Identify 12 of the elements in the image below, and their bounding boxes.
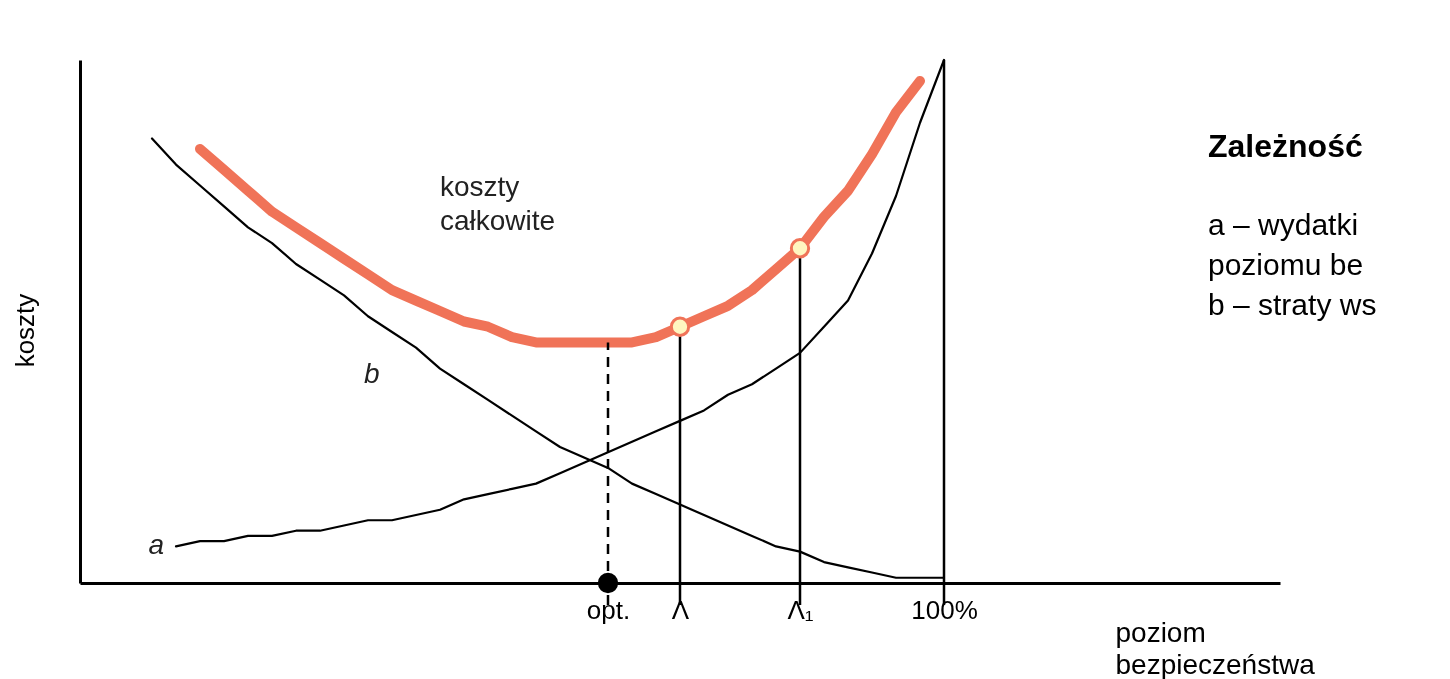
text: koszty całkowite: [440, 171, 556, 237]
annotation: b – straty ws: [1208, 287, 1377, 323]
text: Zależność: [1208, 128, 1364, 165]
series-label: b: [364, 358, 380, 390]
x-tick-label: Λ₁: [787, 594, 814, 625]
x-axis-title: poziom bezpieczeństwa: [1115, 616, 1316, 679]
x-tick-label: opt.: [586, 594, 631, 625]
annotation: a – wydatki: [1208, 207, 1360, 243]
annotation: poziomu be: [1208, 247, 1365, 283]
y-axis-title: koszty: [9, 293, 40, 368]
series-label: a: [148, 529, 164, 561]
x-tick-label: 100%: [911, 594, 978, 625]
